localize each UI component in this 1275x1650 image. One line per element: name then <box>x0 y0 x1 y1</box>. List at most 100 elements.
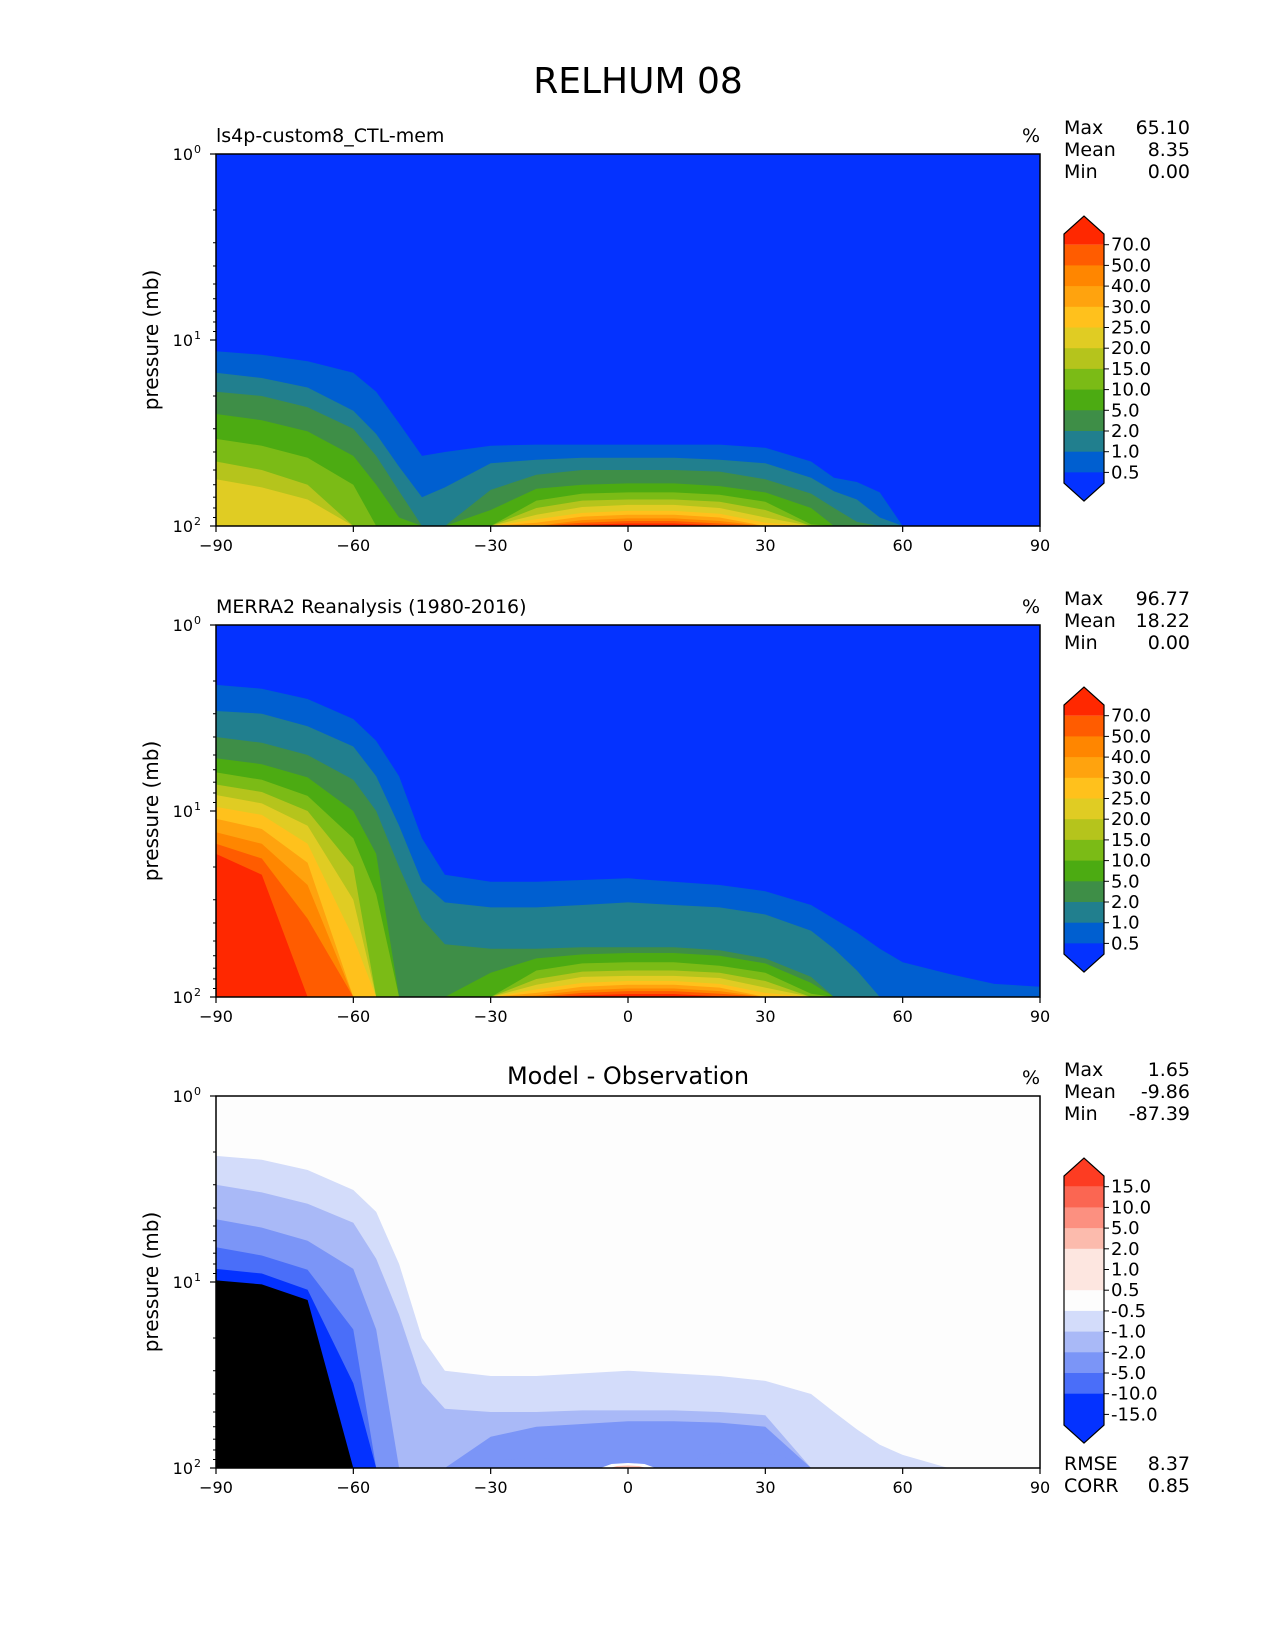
x-tick-label: 90 <box>1030 536 1050 555</box>
colorbar-tick-label: -0.5 <box>1111 1301 1146 1322</box>
colorbar-tick-label: 1.0 <box>1111 442 1140 463</box>
x-tick-label: 60 <box>892 1478 912 1497</box>
colorbar-extend-top <box>1064 216 1104 245</box>
colorbar-swatch <box>1064 777 1104 799</box>
x-tick-label: 30 <box>755 536 775 555</box>
x-tick-label: −60 <box>336 1478 370 1497</box>
colorbar-tick-label: 20.0 <box>1111 809 1151 830</box>
colorbar-swatch <box>1064 860 1104 882</box>
panel-2: MERRA2 Reanalysis (1980-2016) % −90 −60 −30 0… <box>139 588 1190 1026</box>
colorbar-swatch <box>1064 265 1104 287</box>
contour-band-12 <box>216 853 1040 997</box>
colorbar-tick-label: 15.0 <box>1111 359 1151 380</box>
colorbar-tick-label: 0.5 <box>1111 462 1140 483</box>
colorbar-tick-label: 10.0 <box>1111 380 1151 401</box>
stat-value: -9.86 <box>1141 1081 1190 1103</box>
colorbar-outline <box>1063 1157 1105 1444</box>
stat-label: Max <box>1064 117 1103 139</box>
y-tick-label: 10 <box>173 988 193 1007</box>
colorbar-tick-label: 40.0 <box>1111 276 1151 297</box>
contour-band-6 <box>216 1280 1040 1468</box>
x-tick-label: 0 <box>623 1007 633 1026</box>
y-tick-label: 10 <box>173 802 193 821</box>
colorbar-swatch <box>1064 1373 1104 1395</box>
stat-label: Mean <box>1064 610 1116 632</box>
x-tick-label: −90 <box>199 1478 233 1497</box>
panel-title: MERRA2 Reanalysis (1980-2016) <box>216 596 527 618</box>
colorbar-swatch <box>1064 348 1104 370</box>
colorbar-tick-label: 30.0 <box>1111 768 1151 789</box>
y-tick-label: 10 <box>173 331 193 350</box>
colorbar-tick-label: 5.0 <box>1111 871 1140 892</box>
colorbar-extend-bottom <box>1064 472 1104 502</box>
colorbar: 15.010.05.02.01.00.5-0.5-1.0-2.0-5.0-10.… <box>1063 1157 1158 1444</box>
y-axis-label: pressure (mb) <box>139 741 163 882</box>
x-tick-label: 90 <box>1030 1007 1050 1026</box>
colorbar-swatch <box>1064 839 1104 862</box>
contour-feature-1 <box>481 1457 592 1468</box>
colorbar-tick-label: 5.0 <box>1111 1218 1140 1239</box>
colorbar-tick-label: 70.0 <box>1111 235 1151 256</box>
colorbar-swatch <box>1064 1186 1104 1208</box>
colorbar-tick-label: 50.0 <box>1111 255 1151 276</box>
colorbar-swatch <box>1064 819 1104 841</box>
colorbar-swatch <box>1064 1248 1104 1270</box>
contour-feature-2 <box>678 1452 807 1468</box>
stat-value: 8.35 <box>1148 139 1190 161</box>
colorbar-tick-label: 70.0 <box>1111 706 1151 727</box>
stat-value: 1.65 <box>1148 1059 1190 1081</box>
colorbar-swatch <box>1064 736 1104 758</box>
colorbar-swatch <box>1064 431 1104 453</box>
units-label: % <box>1022 1067 1040 1089</box>
colorbar-extend-bottom <box>1064 1414 1104 1444</box>
colorbar-swatch <box>1064 1352 1104 1374</box>
x-tick-label: 0 <box>623 1478 633 1497</box>
colorbar-swatch <box>1064 368 1104 391</box>
colorbar-swatch <box>1064 1331 1104 1353</box>
colorbar-swatch <box>1064 1393 1104 1415</box>
plot-area <box>216 154 1040 526</box>
colorbar-swatch <box>1064 389 1104 411</box>
colorbar-swatch <box>1064 1290 1104 1312</box>
colorbar-outline <box>1063 686 1105 973</box>
colorbar-tick-label: 40.0 <box>1111 747 1151 768</box>
x-tick-label: −60 <box>336 1007 370 1026</box>
units-label: % <box>1022 125 1040 147</box>
x-tick-label: 0 <box>623 536 633 555</box>
plot-area <box>216 1096 1040 1468</box>
colorbar-swatch <box>1064 451 1104 473</box>
metric-value: 0.85 <box>1148 1475 1190 1497</box>
colorbar-tick-label: 50.0 <box>1111 726 1151 747</box>
x-tick-label: −30 <box>474 536 508 555</box>
colorbar-tick-label: 15.0 <box>1111 1177 1151 1198</box>
colorbar-tick-label: -2.0 <box>1111 1342 1146 1363</box>
colorbar-swatch <box>1064 410 1104 432</box>
y-axis-label: pressure (mb) <box>139 270 163 411</box>
metric-label: RMSE <box>1064 1453 1118 1475</box>
colorbar-swatch <box>1064 798 1104 820</box>
y-tick-exponent: 1 <box>194 800 201 813</box>
y-tick-label: 10 <box>173 1459 193 1478</box>
colorbar-tick-label: 2.0 <box>1111 892 1140 913</box>
y-tick-exponent: 0 <box>194 143 201 156</box>
x-tick-label: −60 <box>336 536 370 555</box>
panel-title: Model - Observation <box>507 1062 749 1090</box>
y-tick-exponent: 0 <box>194 614 201 627</box>
colorbar-tick-label: 15.0 <box>1111 830 1151 851</box>
units-label: % <box>1022 596 1040 618</box>
metric-value: 8.37 <box>1148 1453 1190 1475</box>
y-tick-exponent: 1 <box>194 329 201 342</box>
x-tick-label: 60 <box>892 1007 912 1026</box>
colorbar-tick-label: 5.0 <box>1111 400 1140 421</box>
y-tick-exponent: 1 <box>194 1271 201 1284</box>
contour-band-1 <box>216 351 1040 526</box>
stat-value: 0.00 <box>1148 632 1190 654</box>
colorbar-swatch <box>1064 922 1104 944</box>
x-tick-label: 60 <box>892 536 912 555</box>
stat-value: 18.22 <box>1136 610 1190 632</box>
colorbar-tick-label: 1.0 <box>1111 913 1140 934</box>
colorbar-swatch <box>1064 1228 1104 1250</box>
y-axis-label: pressure (mb) <box>139 1212 163 1353</box>
